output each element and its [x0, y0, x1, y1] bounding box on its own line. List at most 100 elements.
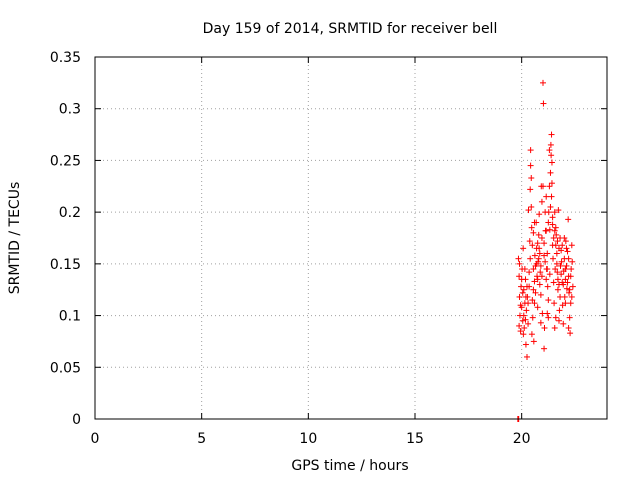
data-point [529, 297, 536, 304]
data-point [540, 79, 546, 86]
data-point [531, 252, 538, 259]
data-point [516, 293, 523, 300]
data-point [553, 260, 560, 267]
data-point [547, 141, 554, 148]
y-tick-label: 0.05 [50, 360, 81, 376]
data-point [541, 240, 548, 247]
data-point [546, 183, 553, 190]
data-point [555, 207, 562, 214]
data-point [534, 276, 541, 283]
data-point [549, 242, 556, 249]
data-point [521, 266, 528, 273]
data-point [532, 289, 539, 296]
data-point [538, 273, 545, 280]
data-point [516, 273, 523, 280]
data-point [536, 281, 543, 288]
data-point [544, 266, 551, 273]
data-point [541, 345, 548, 352]
data-point [561, 235, 568, 241]
y-tick-label: 0 [72, 412, 81, 428]
data-point [526, 238, 533, 245]
data-point [566, 289, 573, 296]
data-point [540, 100, 547, 107]
data-point [543, 227, 550, 234]
data-point [548, 159, 555, 166]
y-tick-label: 0.1 [59, 309, 81, 325]
data-point [521, 324, 528, 331]
data-point [546, 226, 553, 233]
data-point [537, 291, 544, 298]
data-point [519, 289, 526, 296]
data-point [520, 312, 527, 319]
data-point [547, 203, 554, 210]
x-tick-label: 20 [513, 431, 531, 447]
data-point [548, 152, 555, 159]
data-point [524, 353, 530, 360]
data-point [556, 317, 562, 324]
data-point [542, 209, 549, 216]
data-point [531, 219, 538, 226]
data-point [543, 276, 550, 283]
chart-title: Day 159 of 2014, SRMTID for receiver bel… [203, 21, 498, 37]
data-point [554, 276, 561, 283]
data-point [540, 183, 546, 190]
data-point [538, 198, 545, 205]
data-point [517, 328, 524, 335]
data-point [537, 262, 544, 269]
data-point [546, 147, 553, 154]
data-point [564, 248, 571, 255]
data-point [516, 260, 523, 267]
data-point [520, 245, 527, 252]
data-point [569, 283, 576, 290]
data-point [562, 266, 569, 273]
y-tick-label: 0.15 [50, 257, 81, 273]
data-point [523, 307, 530, 314]
data-point [530, 229, 537, 236]
data-point [534, 240, 541, 247]
data-point [541, 324, 548, 331]
data-point [568, 266, 575, 273]
x-tick-label: 15 [406, 431, 424, 447]
data-point [551, 227, 558, 234]
data-point [528, 203, 535, 210]
data-point [536, 250, 543, 257]
data-point [548, 193, 555, 200]
y-tick-label: 0.2 [59, 205, 81, 221]
data-point [518, 276, 525, 283]
data-point [543, 193, 550, 200]
data-point [558, 271, 565, 278]
data-point [525, 320, 532, 327]
data-point [553, 250, 560, 257]
data-point [545, 297, 552, 304]
y-axis-label: SRMTID / TECUs [7, 182, 23, 295]
data-point [535, 231, 542, 238]
data-point [567, 300, 574, 307]
y-tick-label: 0.3 [59, 102, 81, 118]
y-tick-label: 0.35 [50, 50, 81, 66]
data-point [545, 314, 552, 321]
data-point [520, 286, 527, 293]
x-tick-label: 10 [299, 431, 317, 447]
data-point [548, 131, 555, 138]
data-point [528, 224, 535, 231]
data-point [527, 255, 534, 262]
data-point [534, 304, 541, 311]
data-point [515, 255, 522, 262]
grid-lines [95, 57, 607, 419]
data-point [548, 180, 555, 187]
data-point [561, 293, 568, 300]
data-point [560, 320, 567, 327]
data-point [522, 293, 529, 300]
data-point [552, 266, 559, 273]
data-point [529, 242, 536, 249]
data-point [565, 216, 572, 223]
data-point [536, 211, 543, 218]
data-point [556, 245, 562, 252]
plot-frame [94, 56, 608, 420]
data-point [552, 224, 559, 231]
y-tick-label: 0.25 [50, 153, 81, 169]
data-points [514, 79, 576, 422]
data-point [564, 279, 571, 286]
data-point [549, 221, 556, 228]
